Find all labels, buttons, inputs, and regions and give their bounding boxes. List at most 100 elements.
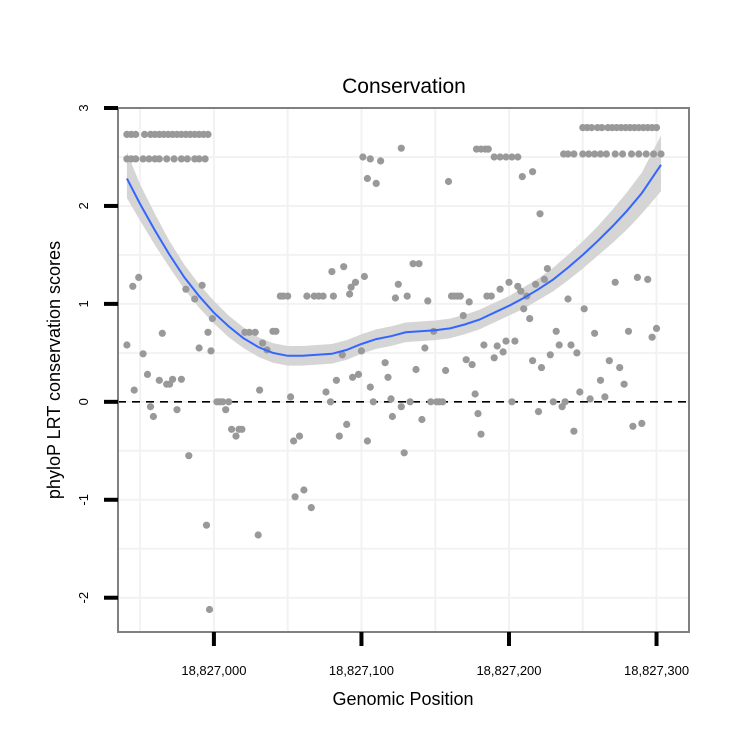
scatter-point [397,144,405,152]
scatter-point [576,388,584,396]
scatter-point [145,155,153,163]
scatter-point [570,427,578,435]
scatter-point [207,347,215,355]
x-tick-label: 18,827,300 [624,663,689,678]
smooth-line-path [126,164,662,357]
scatter-point [169,375,177,383]
scatter-point [256,386,264,394]
scatter-point [648,333,656,341]
scatter-point [130,386,138,394]
scatter-point [149,412,157,421]
scatter-point [502,153,510,161]
scatter-point [346,290,354,298]
scatter-point [132,155,140,163]
scatter-point [490,153,498,161]
scatter-point [366,383,374,391]
scatter-point [456,292,464,300]
scatter-point [652,124,661,132]
y-tick-label: 0 [76,398,91,405]
scatter-point [182,285,190,293]
scatter-point [546,351,554,359]
scatter-point [366,155,374,163]
scatter-point [477,430,485,438]
scatter-point [319,292,327,300]
scatter-point [444,177,453,186]
scatter-point [135,273,143,281]
scatter-point [611,278,619,286]
scatter-point [573,349,581,357]
y-tick-label: -2 [76,592,91,604]
scatter-point [611,150,619,158]
scatter-points [123,124,665,614]
scatter-point [185,452,193,460]
scatter-point [183,155,191,163]
scatter-point [394,280,402,288]
scatter-point [471,390,479,398]
panel-border [117,107,690,633]
scatter-point [397,403,405,411]
scatter-point [349,373,357,381]
scatter-point [534,408,543,416]
scatter-point [588,124,596,132]
scatter-point [259,339,267,347]
scatter-point [202,521,211,529]
x-tick-label: 18,827,000 [181,663,246,678]
scatter-point [505,278,513,286]
scatter-point [570,150,578,158]
scatter-point [359,153,367,161]
scatter-point [598,124,606,132]
scatter-point [363,437,371,445]
scatter-point [564,295,572,303]
scatter-point [290,437,298,445]
scatter-point [518,173,526,181]
scatter-point [328,268,336,276]
scatter-point [123,341,131,349]
scatter-point [490,354,498,362]
scatter-point [657,150,665,158]
scatter-point [520,305,528,313]
scatter-point [369,398,377,406]
scatter-point [591,150,599,158]
scatter-point [403,292,411,300]
scatter-point [529,168,537,176]
scatter-point [652,324,661,332]
scatter-point [400,449,408,457]
scatter-point [468,361,476,369]
scatter-point [284,292,292,300]
scatter-point [439,398,447,406]
scatter-point [335,432,343,440]
scatter-point [232,432,240,440]
scatter-point [155,155,163,163]
y-axis: -2 -1 0 1 2 3 [76,104,118,603]
scatter-point [225,398,233,406]
scatter-point [303,292,311,300]
scatter-point [219,398,227,406]
scatter-point [198,281,206,289]
scatter-point [487,292,495,300]
chart-title: Conservation [342,75,466,98]
x-axis-title: Genomic Position [332,689,473,709]
scatter-point [139,350,147,358]
scatter-point [326,398,335,406]
scatter-point [536,210,544,218]
scatter-point [406,398,414,406]
y-axis-title: phyloP LRT conservation scores [44,241,64,499]
scatter-point [484,145,492,153]
scatter-point [354,370,363,378]
scatter-point [624,327,633,335]
scatter-point [496,285,504,293]
x-axis: 18,827,000 18,827,100 18,827,200 18,827,300 [181,632,689,678]
scatter-point [173,406,181,414]
scatter-point [517,287,525,295]
scatter-point [474,410,482,418]
scatter-point [238,425,246,433]
scatter-point [642,150,650,158]
scatter-point [601,393,609,401]
scatter-point [462,356,470,364]
scatter-point [143,370,152,378]
scatter-point [141,130,149,138]
scatter-point [388,412,396,421]
scatter-point [204,328,212,336]
